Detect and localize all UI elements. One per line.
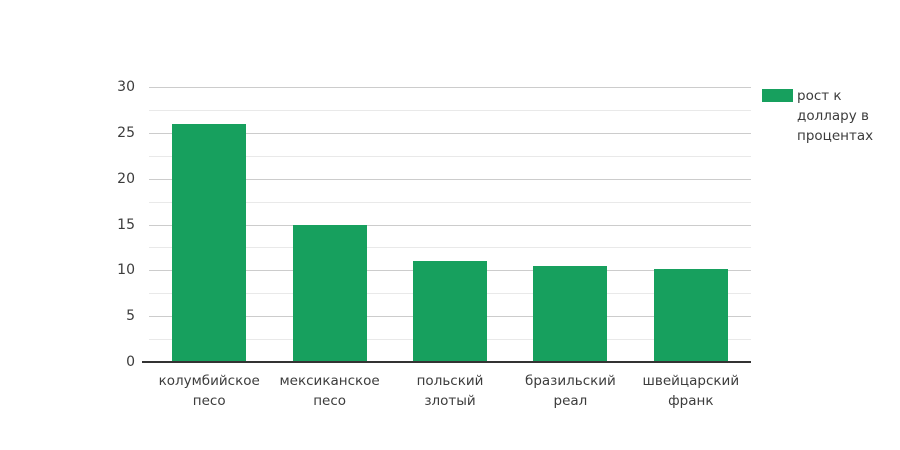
- x-tick-label: мексиканское песо: [279, 373, 380, 409]
- x-axis-labels: колумбийское песо мексиканское песо польск…: [149, 371, 751, 411]
- major-gridline: [149, 224, 751, 226]
- x-tick-label: польский злотый: [416, 373, 484, 409]
- y-tick-label: 15: [117, 216, 135, 233]
- major-gridline: [149, 178, 751, 180]
- minor-gridline: [149, 155, 751, 157]
- y-tick-label: 10: [117, 262, 135, 279]
- y-tick-label: 0: [126, 354, 135, 370]
- x-tick-label: бразильский реал: [525, 373, 616, 409]
- bar-slot: [149, 87, 269, 362]
- major-gridline: [149, 87, 751, 88]
- x-tick-label: колумбийское песо: [158, 373, 260, 409]
- x-tick-label: швейцарский франк: [642, 373, 740, 409]
- bar-2: [292, 224, 367, 362]
- legend: рост к доллару в процентах: [762, 86, 890, 146]
- minor-gridline: [149, 247, 751, 249]
- bar-slot: [510, 87, 630, 362]
- bar-slot: [390, 87, 510, 362]
- y-tick-label: 30: [117, 79, 135, 95]
- bar-1: [172, 123, 247, 362]
- legend-label: рост к доллару в процентах: [797, 88, 874, 144]
- y-tick-label: 20: [117, 170, 135, 187]
- plot-area: [142, 87, 751, 363]
- bars: [149, 87, 751, 362]
- bar-slot: [269, 87, 389, 362]
- bar-5: [653, 269, 728, 362]
- major-gridline: [149, 132, 751, 134]
- y-axis-labels: 0 5 10 15 20 25 30: [0, 80, 135, 369]
- minor-gridline: [149, 109, 751, 111]
- bar-slot: [631, 87, 751, 362]
- legend-swatch: [762, 89, 793, 102]
- bar-3: [413, 261, 488, 362]
- y-tick-label: 25: [117, 124, 135, 141]
- y-tick-label: 5: [126, 308, 135, 325]
- bar-4: [533, 265, 608, 362]
- x-axis-line: [142, 361, 751, 363]
- minor-gridline: [149, 201, 751, 203]
